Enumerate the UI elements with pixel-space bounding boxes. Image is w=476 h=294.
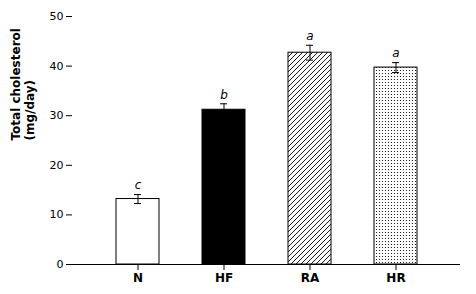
svg-text:a: a [306, 29, 313, 43]
svg-text:HR: HR [386, 271, 405, 285]
svg-text:20: 20 [50, 159, 64, 172]
svg-text:10: 10 [50, 208, 64, 221]
svg-text:Total cholesterol(mg/day): Total cholesterol(mg/day) [9, 28, 37, 140]
svg-text:RA: RA [301, 271, 320, 285]
svg-text:50: 50 [50, 10, 64, 23]
svg-text:N: N [133, 271, 143, 285]
svg-text:a: a [392, 46, 399, 60]
svg-text:c: c [135, 178, 142, 192]
svg-text:0: 0 [57, 258, 64, 271]
svg-text:HF: HF [215, 271, 233, 285]
svg-text:40: 40 [50, 60, 64, 73]
svg-text:30: 30 [50, 109, 64, 122]
svg-text:b: b [220, 88, 228, 102]
